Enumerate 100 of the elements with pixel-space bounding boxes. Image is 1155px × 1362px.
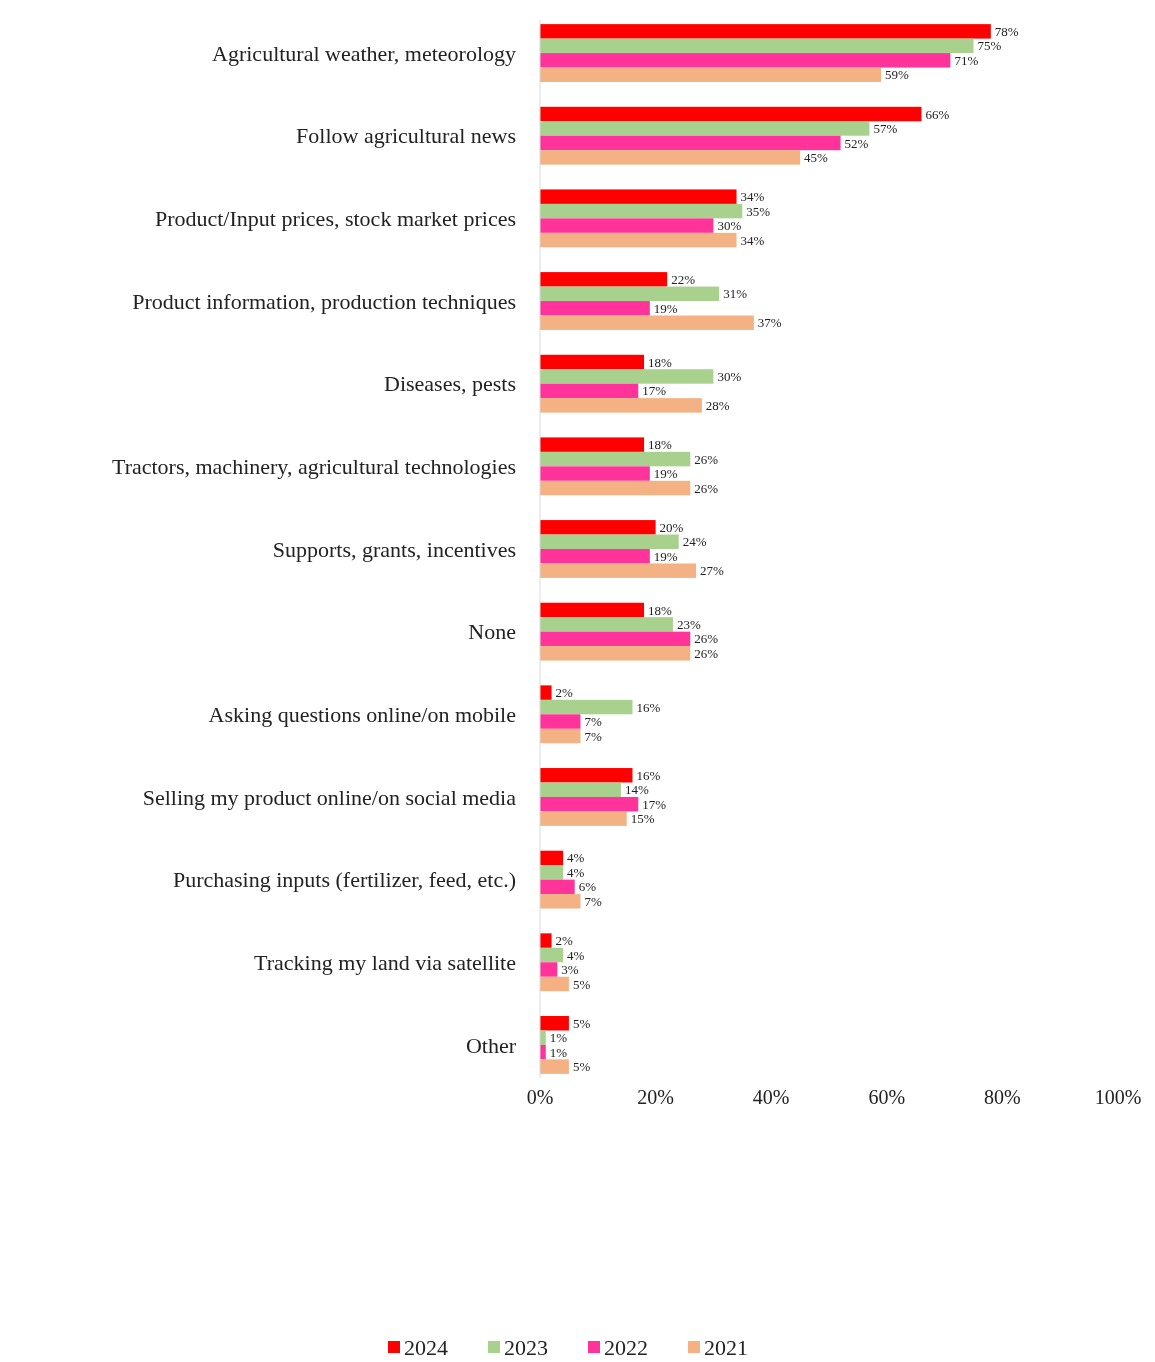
bar [540,602,645,618]
text: 34% [740,232,765,248]
text: 16% [636,699,661,715]
text: 18% [648,602,672,618]
text: 26% [694,645,719,661]
bar [540,563,697,578]
bar [540,53,951,68]
bar [540,135,841,151]
text: 26% [694,451,719,467]
text: 75% [977,38,1002,54]
bar [540,67,882,82]
y-tick-label: Tractors, machinery, agricultural technologies [111,454,516,480]
text: 37% [757,315,782,331]
bar [540,451,691,467]
text: 26% [694,480,719,496]
bar [540,520,656,535]
bar [540,369,714,384]
legend-label: 2023 [504,1334,548,1360]
bar [540,398,702,413]
y-tick-label: Follow agricultural news [296,123,516,149]
bar [540,796,639,812]
text: 23% [676,616,701,632]
bar [540,617,673,632]
bar [540,272,668,287]
text: 20% [659,519,684,535]
text: 22% [671,271,695,287]
x-tick-label: 80% [984,1086,1021,1108]
bar [540,947,564,963]
bar [540,437,645,452]
bar [540,782,621,797]
text: 6% [578,879,597,895]
text: 1% [549,1030,568,1046]
x-tick-label: 60% [868,1086,906,1108]
text: 30% [717,369,742,385]
bar [540,768,633,783]
y-tick-label: Other [465,1032,517,1058]
y-tick-label: Product/Input prices, stock market prices [154,206,516,232]
text: 5% [572,1015,591,1031]
bar [540,714,581,729]
y-tick-label: Tracking my land via satellite [254,949,516,975]
text: 16% [636,767,661,783]
text: 27% [700,563,724,579]
text: 3% [561,962,579,978]
bar [540,286,720,302]
bar [540,150,801,165]
text: 66% [925,106,950,122]
bar [540,315,754,330]
text: 2% [555,685,573,701]
bar [540,685,552,700]
text: 17% [642,383,667,399]
legend-label: 2022 [604,1334,648,1360]
y-tick-label: Selling my product online/on social media [142,784,517,810]
text: 59% [885,67,909,83]
text: 4% [567,850,585,866]
bar [540,203,743,219]
text: 15% [630,811,655,827]
text: 5% [572,1059,591,1075]
text: 31% [723,286,748,302]
text: 34% [740,189,765,205]
bar [540,121,870,136]
text: 45% [804,149,828,165]
bar [540,976,569,992]
text: 18% [648,354,672,370]
text: 18% [648,437,672,453]
legend-label: 2024 [404,1334,448,1360]
bar [540,1016,569,1031]
text: 57% [873,121,898,137]
text: 4% [567,947,585,963]
text: 26% [694,631,719,647]
y-tick-label: Product information, production techniques [132,288,516,314]
y-tick-label: None [468,619,516,645]
text: 19% [653,548,678,564]
bar [540,301,650,316]
bar [540,894,581,909]
text: 2% [555,933,573,949]
text: 14% [624,782,649,798]
bar [540,1059,569,1074]
bar [540,218,714,233]
text: 7% [584,893,602,909]
text: 7% [584,714,602,730]
text: 28% [705,397,730,413]
bar [540,354,645,370]
text: 19% [653,300,678,316]
bar [540,534,679,549]
bar [540,646,691,661]
bar [540,106,922,122]
text: 4% [567,864,585,880]
bar [540,962,558,977]
bar [540,383,639,399]
y-tick-label: Agricultural weather, meteorology [212,40,516,66]
x-tick-label: 20% [637,1086,674,1108]
y-tick-label: Asking questions online/on mobile [208,702,516,728]
text: 71% [954,52,979,68]
text: 1% [549,1044,568,1060]
bar [540,38,974,54]
x-tick-label: 40% [752,1086,790,1108]
text: 78% [994,23,1019,39]
bar [540,879,575,895]
x-tick-label: 0% [526,1086,554,1108]
x-tick-label: 100% [1094,1086,1142,1108]
